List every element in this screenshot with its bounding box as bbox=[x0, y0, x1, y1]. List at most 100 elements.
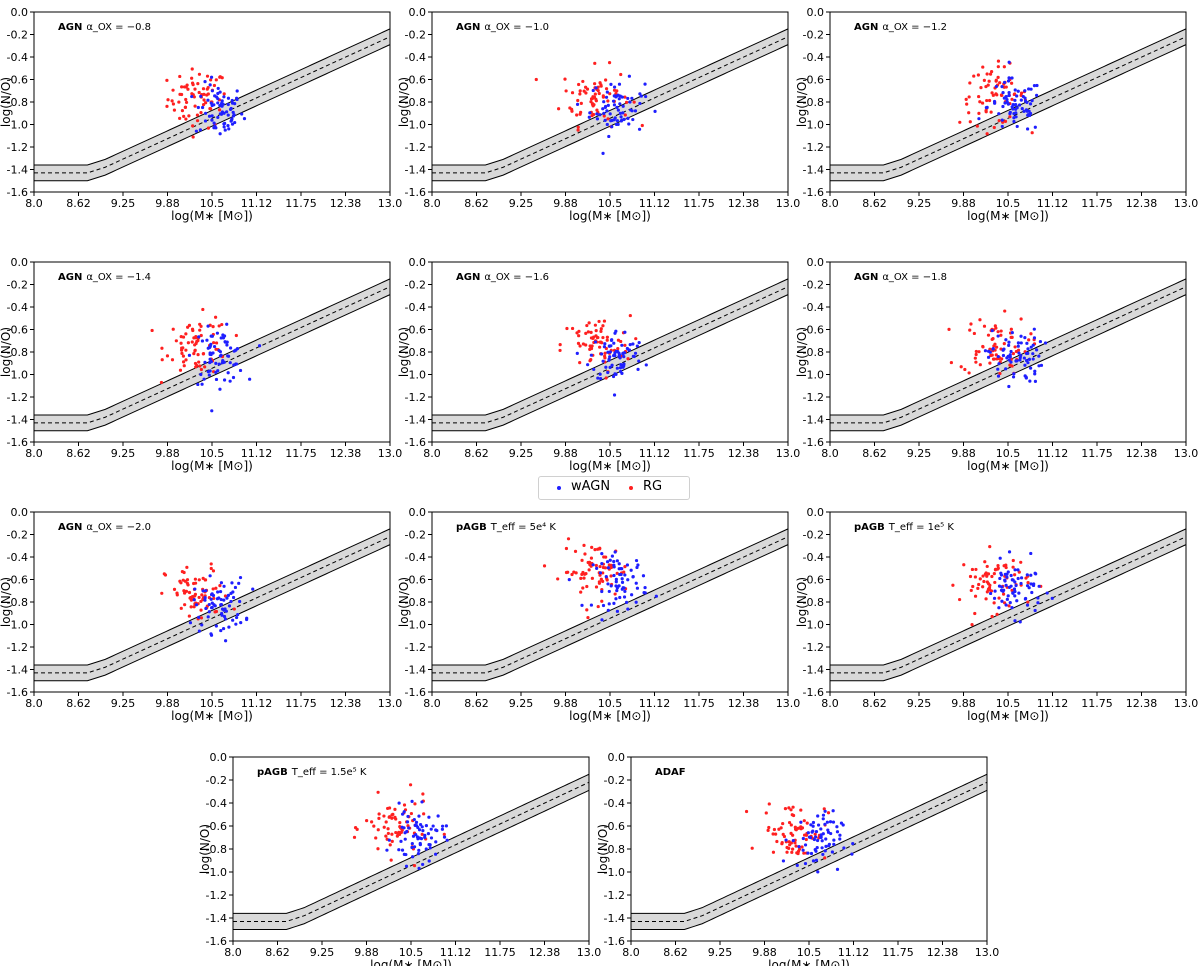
wagn-point bbox=[602, 100, 606, 104]
wagn-point bbox=[795, 863, 799, 867]
wagn-point bbox=[1000, 588, 1004, 593]
wagn-point bbox=[832, 842, 836, 846]
wagn-point bbox=[626, 607, 630, 611]
rg-point bbox=[192, 352, 196, 356]
wagn-point bbox=[426, 832, 431, 836]
rg-point bbox=[594, 329, 598, 333]
wagn-point bbox=[814, 858, 819, 862]
rg-point bbox=[626, 357, 630, 361]
rg-point bbox=[976, 586, 980, 590]
wagn-point bbox=[993, 589, 997, 593]
wagn-point bbox=[781, 859, 786, 863]
wagn-point bbox=[1023, 89, 1027, 93]
rg-point bbox=[619, 339, 623, 344]
rg-point bbox=[994, 92, 998, 96]
rg-point bbox=[402, 803, 407, 807]
y-tick-label: 0.0 bbox=[608, 751, 626, 764]
relation-median-line bbox=[34, 536, 391, 674]
wagn-point bbox=[232, 113, 236, 117]
wagn-point bbox=[820, 839, 824, 843]
y-tick-label: -1.6 bbox=[405, 686, 426, 699]
x-tick-label: 10.5 bbox=[996, 697, 1021, 710]
wagn-point bbox=[600, 352, 604, 356]
y-tick-label: -0.6 bbox=[7, 574, 28, 587]
rg-point bbox=[585, 323, 589, 328]
rg-point bbox=[826, 811, 831, 815]
wagn-point bbox=[387, 838, 391, 842]
wagn-point bbox=[210, 601, 214, 605]
rg-point bbox=[623, 113, 627, 117]
wagn-point bbox=[1037, 354, 1041, 358]
rg-point bbox=[201, 576, 205, 580]
x-tick-label: 12.38 bbox=[927, 946, 959, 959]
rg-point bbox=[977, 582, 981, 587]
rg-point bbox=[578, 92, 582, 96]
wagn-point bbox=[209, 597, 213, 601]
wagn-point bbox=[219, 602, 224, 607]
wagn-point bbox=[608, 112, 612, 116]
wagn-point bbox=[402, 810, 406, 814]
wagn-point bbox=[238, 575, 243, 580]
wagn-point bbox=[610, 363, 614, 367]
wagn-point bbox=[222, 598, 226, 602]
y-tick-label: -1.2 bbox=[405, 641, 426, 654]
wagn-point bbox=[187, 353, 192, 357]
rg-point bbox=[1010, 588, 1014, 592]
wagn-point bbox=[210, 334, 214, 338]
wagn-point bbox=[1033, 571, 1037, 575]
rg-point bbox=[234, 333, 238, 338]
rg-point bbox=[199, 608, 203, 612]
rg-point bbox=[958, 120, 962, 124]
wagn-point bbox=[644, 363, 648, 367]
wagn-point bbox=[622, 117, 626, 122]
x-tick-label: 11.75 bbox=[1081, 197, 1113, 210]
wagn-point bbox=[1004, 603, 1008, 607]
rg-point bbox=[599, 83, 603, 87]
wagn-point bbox=[226, 102, 230, 107]
rg-point bbox=[377, 816, 381, 820]
rg-point bbox=[409, 811, 414, 816]
wagn-point bbox=[1013, 98, 1017, 102]
wagn-point bbox=[218, 132, 222, 136]
wagn-point bbox=[1029, 366, 1033, 370]
rg-point bbox=[973, 611, 977, 616]
wagn-point bbox=[196, 105, 200, 110]
wagn-point bbox=[206, 324, 210, 328]
wagn-point bbox=[606, 370, 610, 375]
x-tick-label: 10.5 bbox=[598, 197, 623, 210]
wagn-point bbox=[1010, 606, 1014, 610]
wagn-point bbox=[606, 103, 610, 107]
rg-point bbox=[1027, 338, 1031, 342]
rg-point bbox=[534, 77, 538, 82]
x-axis-label: log(M∗ [M⊙]) bbox=[569, 459, 651, 473]
rg-point bbox=[172, 108, 177, 112]
wagn-point bbox=[216, 115, 220, 120]
rg-point bbox=[199, 599, 203, 604]
rg-point bbox=[1003, 119, 1008, 124]
wagn-point bbox=[588, 111, 592, 115]
panel-title-model: pAGB bbox=[257, 767, 288, 778]
rg-point bbox=[1019, 560, 1023, 564]
x-tick-label: 9.25 bbox=[111, 197, 136, 210]
chart-panel-10: 0.0 -0.2 -0.4 -0.6 -0.8 -1.0 -1.2 -1.4 -1.68.0 8.… bbox=[198, 751, 601, 966]
y-tick-label: -0.4 bbox=[803, 301, 824, 314]
wagn-point bbox=[1023, 363, 1027, 367]
wagn-point bbox=[1033, 369, 1037, 373]
wagn-point bbox=[223, 121, 227, 125]
wagn-point bbox=[1043, 341, 1048, 345]
rg-point bbox=[203, 365, 207, 369]
rg-point bbox=[623, 565, 627, 569]
rg-point bbox=[566, 570, 570, 574]
wagn-point bbox=[1018, 358, 1022, 362]
wagn-point bbox=[1030, 590, 1034, 595]
wagn-point bbox=[1013, 568, 1017, 572]
relation-lower-line bbox=[432, 544, 789, 682]
rg-point bbox=[578, 361, 582, 365]
rg-point bbox=[628, 313, 632, 318]
rg-point bbox=[395, 834, 399, 838]
wagn-point bbox=[606, 350, 610, 354]
rg-point bbox=[397, 830, 401, 835]
x-axis-label: log(M∗ [M⊙]) bbox=[569, 209, 651, 223]
relation-lower-line bbox=[34, 544, 391, 682]
wagn-point bbox=[218, 90, 222, 94]
